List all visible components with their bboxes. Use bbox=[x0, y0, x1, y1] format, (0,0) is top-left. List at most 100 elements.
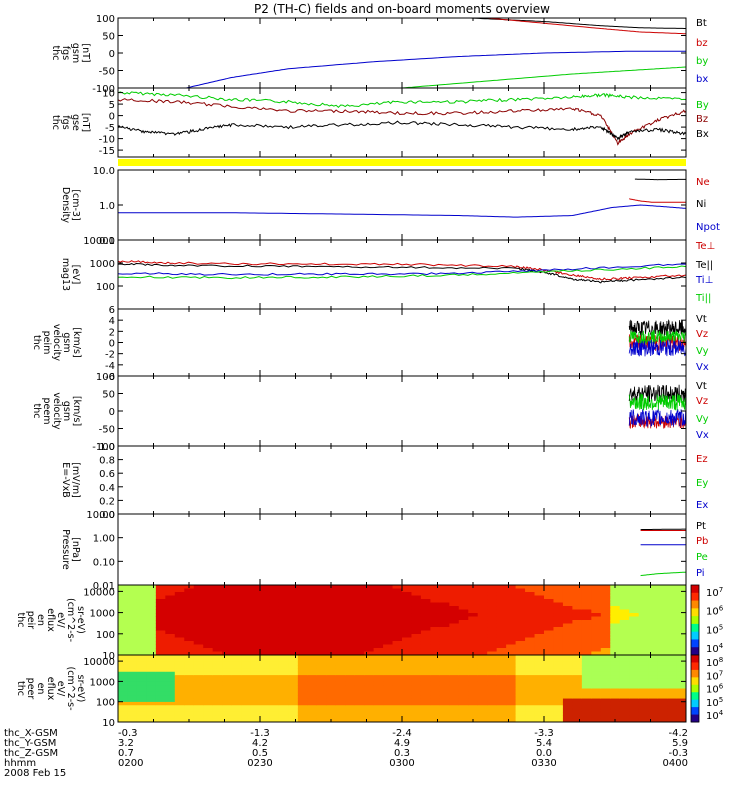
legend-by: by bbox=[696, 56, 708, 67]
y-tick-label: -100 bbox=[92, 442, 115, 453]
y-tick-label: 50 bbox=[102, 32, 115, 43]
legend-Bt: Bt bbox=[696, 18, 707, 29]
series-Ti⊥ bbox=[117, 263, 687, 276]
y-tick-label: -50 bbox=[99, 425, 115, 436]
series-Vy bbox=[628, 330, 687, 345]
panel-frame bbox=[117, 513, 687, 586]
series-line-Vx bbox=[628, 408, 687, 428]
x-axis-value: 0.0 bbox=[536, 748, 552, 759]
date-label: 2008 Feb 15 bbox=[4, 768, 66, 779]
x-axis-labels: thc_X-GSM -0.3 -1.3 -2.4 -3.3 -4.2 thc_Y-GSM 3.… bbox=[4, 728, 688, 779]
y-tick-label: 10000 bbox=[83, 587, 115, 598]
x-axis-value: 0400 bbox=[663, 758, 688, 769]
series-Bt bbox=[470, 17, 686, 29]
y-tick-label: 5 bbox=[109, 100, 115, 111]
y-tick-label: 0.2 bbox=[99, 496, 115, 507]
series-Vx bbox=[628, 408, 687, 428]
y-tick-label: 10 bbox=[102, 89, 115, 100]
colorbar-tick: 108 bbox=[706, 656, 723, 669]
legend-Bx: Bx bbox=[696, 129, 709, 140]
y-axis-label: Density bbox=[60, 187, 71, 223]
y-axis-label: gsm bbox=[70, 43, 81, 63]
y-tick-label: 0.1 bbox=[99, 236, 115, 247]
series-Ne bbox=[629, 198, 686, 203]
y-axis-label: velocity bbox=[51, 392, 62, 430]
panel-frame bbox=[117, 169, 687, 241]
y-tick-label: 1000 bbox=[90, 259, 115, 270]
y-axis-label: eflux bbox=[45, 608, 56, 632]
y-tick-label: 10 bbox=[102, 718, 115, 729]
y-axis-label: Pressure bbox=[60, 529, 71, 570]
y-tick-label: 0.6 bbox=[99, 469, 115, 480]
series-line-Ne bbox=[629, 198, 686, 203]
panel-9: 107 106 105 104 10000 1000 100 10 thc peir en eflux… bbox=[15, 584, 724, 662]
y-axis-label: eV/ bbox=[55, 612, 66, 628]
y-tick-label: 0.8 bbox=[99, 456, 115, 467]
y-tick-label: 1.00 bbox=[93, 534, 115, 545]
y-axis-label: en bbox=[35, 614, 46, 626]
y-axis-label: [nPa] bbox=[70, 537, 81, 562]
series-line-by bbox=[401, 66, 687, 89]
x-axis-value: 4.2 bbox=[252, 738, 268, 749]
panel-6: Vt Vz Vy Vx 100 50 0 -50 -100 thc peem velocity gsm[… bbox=[31, 372, 709, 453]
legend-Vy: Vy bbox=[696, 346, 709, 357]
panel-7: Ez Ey Ex 1.0 0.8 0.6 0.4 0.2 0.0 E=-VxB [mV/m] bbox=[60, 442, 708, 521]
x-axis-value: 0300 bbox=[389, 758, 414, 769]
y-axis-label: fgs bbox=[60, 115, 71, 129]
panel-frame bbox=[117, 308, 687, 377]
y-axis-label: (cm^2-s- bbox=[65, 667, 76, 711]
x-axis-value: 0230 bbox=[247, 758, 272, 769]
legend-bx: bx bbox=[696, 74, 708, 85]
y-axis-label: sr-eV) bbox=[75, 606, 86, 634]
y-axis-label: peem bbox=[41, 398, 52, 425]
colorbar-swatch bbox=[691, 692, 699, 701]
legend-By: By bbox=[696, 100, 709, 111]
series-Bz bbox=[117, 98, 687, 146]
y-tick-label: -100 bbox=[92, 84, 115, 95]
y-axis-label: peim bbox=[41, 331, 52, 355]
colorbar-swatch bbox=[691, 699, 699, 708]
colorbar-tick: 104 bbox=[706, 709, 724, 722]
panel-3: Ne Ni Npot 10.0 1.0 0.1 Density [cm-3] bbox=[60, 166, 720, 247]
colorbar-swatch bbox=[691, 677, 699, 686]
legend-Vx: Vx bbox=[696, 362, 709, 373]
y-tick-label: 1.0 bbox=[99, 442, 115, 453]
x-axis-value: -0.3 bbox=[668, 748, 688, 759]
y-axis-label: gse bbox=[70, 114, 81, 131]
y-tick-label: 6 bbox=[109, 305, 115, 316]
x-axis-value: 0330 bbox=[531, 758, 556, 769]
x-axis-row-name: thc_Z-GSM bbox=[4, 748, 58, 759]
y-tick-label: 1000 bbox=[90, 677, 115, 688]
series-Bx bbox=[117, 120, 687, 141]
colorbar-swatch bbox=[691, 669, 699, 678]
colorbar-swatch bbox=[691, 608, 699, 617]
series-line-Bx bbox=[117, 120, 687, 141]
colorbar-tick: 105 bbox=[706, 696, 723, 709]
y-tick-label: -50 bbox=[99, 67, 115, 78]
y-axis-label: thc bbox=[15, 613, 26, 628]
legend-Ti||: Ti|| bbox=[695, 293, 711, 304]
series-line-Vy bbox=[628, 330, 687, 345]
colorbar-swatch bbox=[691, 714, 699, 723]
y-tick-label: 10000 bbox=[83, 236, 115, 247]
y-axis-label: fgs bbox=[60, 46, 71, 60]
series-bz bbox=[487, 17, 687, 35]
x-axis-value: -3.3 bbox=[534, 728, 554, 739]
y-axis-label: mag13 bbox=[60, 258, 71, 291]
series-Vy bbox=[628, 393, 687, 411]
y-tick-label: 2 bbox=[109, 327, 115, 338]
legend-Ex: Ex bbox=[696, 500, 708, 511]
y-tick-label: 10.00 bbox=[86, 510, 115, 521]
y-axis-label: peer bbox=[25, 678, 36, 700]
colorbar-swatch bbox=[691, 592, 699, 602]
series-Pe bbox=[640, 571, 687, 577]
y-axis-label: [eV] bbox=[70, 265, 81, 285]
series-line-Pe bbox=[640, 571, 687, 577]
series-line-Pt bbox=[640, 528, 686, 531]
x-axis-value: -0.3 bbox=[118, 728, 138, 739]
series-Vt bbox=[628, 384, 687, 403]
